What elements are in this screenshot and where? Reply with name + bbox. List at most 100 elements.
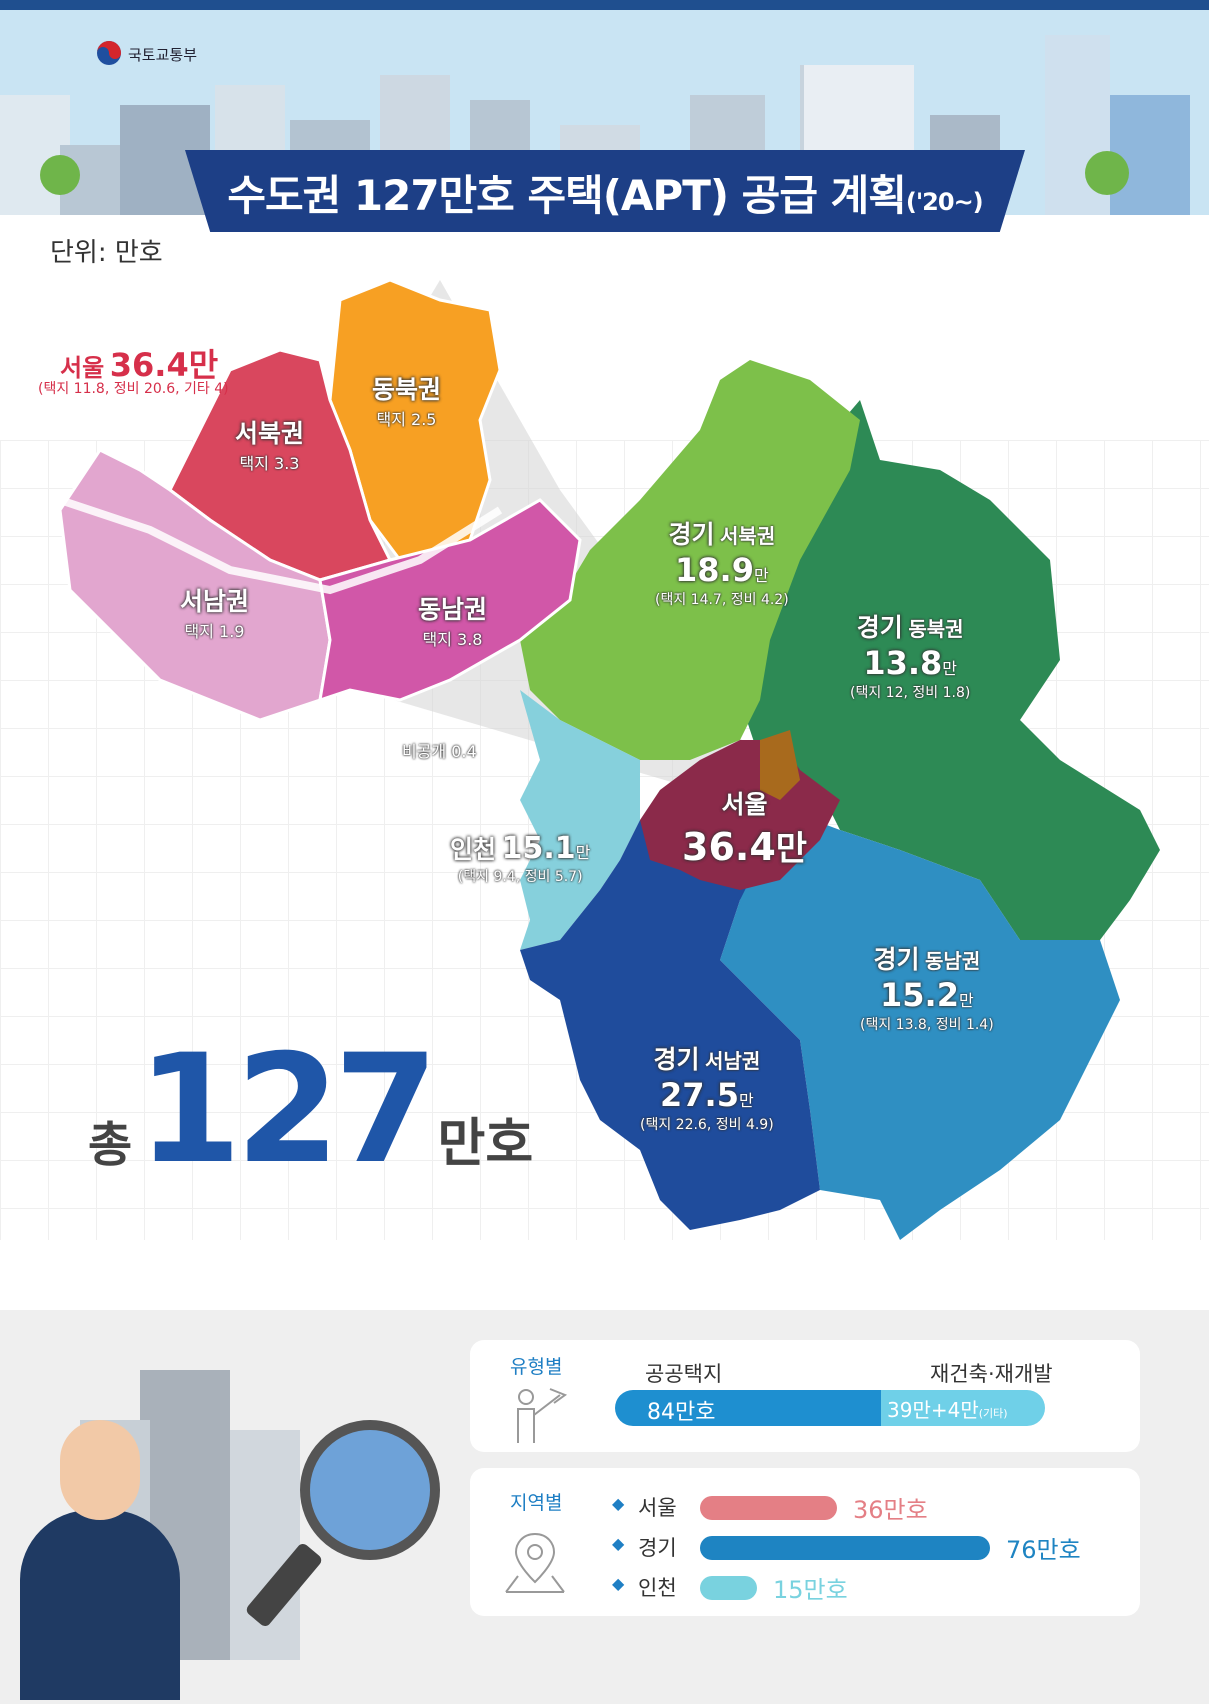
region-row-name: 서울 [638, 1496, 677, 1520]
region-gyeonggi-northwest [520, 360, 860, 760]
label-gyeonggi-southwest: 경기 서남권 27.5만 (택지 22.6, 정비 4.9) [640, 1040, 774, 1134]
bottom-summary-section: 유형별 공공택지 재건축·재개발 84만호 39만+4만(기타) 지역별 ◆ 서울… [0, 1310, 1209, 1704]
redev-label: 재건축·재개발 [930, 1362, 1053, 1386]
region-row-value: 15만호 [773, 1576, 848, 1604]
region-row: ◆ 인천 15만호 [470, 1570, 1140, 1604]
inset-label-northwest: 서북권 택지 3.3 [235, 414, 304, 474]
region-gyeonggi-southeast [720, 800, 1120, 1240]
region-value: 13.8 [863, 644, 943, 682]
page-title: 수도권 127만호 주택(APT) 공급 계획('20~) [185, 162, 1025, 223]
capital-region-map [58, 278, 1160, 1240]
title-main: 수도권 127만호 주택(APT) 공급 계획 [227, 171, 907, 220]
region-seoul-northeast-inner [760, 730, 800, 800]
district-detail: 택지 1.9 [184, 622, 245, 641]
public-value: 84만호 [647, 1400, 716, 1425]
region-name: 동북권 [908, 617, 964, 641]
pin-icon: ◆ [612, 1574, 625, 1593]
region-unit: 만 [753, 566, 769, 585]
total-prefix: 총 [88, 1117, 133, 1173]
region-unit: 만 [942, 659, 957, 678]
region-gyeonggi-southwest [520, 820, 820, 1230]
title-banner [185, 150, 1025, 232]
label-seoul: 서울 36.4만 [682, 785, 807, 870]
region-value: 36.4 [682, 825, 776, 869]
district-detail: 택지 2.5 [376, 410, 437, 429]
total-summary: 총 127 만호 [88, 1035, 533, 1185]
by-region-panel: 지역별 ◆ 서울 36만호 ◆ 경기 76만호 ◆ 인천 15만호 [470, 1468, 1140, 1616]
ministry-logo-icon [97, 41, 121, 65]
district-name: 서남권 [180, 587, 250, 616]
region-prefix: 경기 [653, 1045, 700, 1074]
region-bar [700, 1576, 757, 1600]
inset-district-southeast [318, 498, 582, 703]
header-top-strip [0, 0, 1209, 10]
region-unit: 만 [958, 991, 974, 1010]
district-detail: 택지 3.8 [422, 630, 483, 649]
tree-illustration [40, 155, 80, 195]
region-incheon [520, 690, 640, 950]
region-value: 15.2 [880, 976, 959, 1014]
region-prefix: 경기 [668, 520, 715, 549]
total-value: 127 [137, 1023, 438, 1197]
by-type-panel: 유형별 공공택지 재건축·재개발 84만호 39만+4만(기타) [470, 1340, 1140, 1452]
tree-illustration [1085, 151, 1129, 195]
region-row-value: 76만호 [1006, 1536, 1081, 1564]
region-name: 서북권 [720, 524, 776, 548]
public-bar: 84만호 [615, 1390, 899, 1426]
seoul-inset-title: 서울 36.4만 [60, 340, 218, 386]
seoul-inset-value: 36.4만 [109, 346, 219, 384]
magnifier-icon [300, 1420, 440, 1560]
region-value: 27.5 [660, 1076, 739, 1114]
location-pin-icon [505, 1532, 565, 1593]
region-bar [700, 1536, 990, 1560]
region-detail: (택지 12, 정비 1.8) [850, 685, 971, 701]
district-name: 동북권 [372, 375, 442, 404]
district-detail: 택지 3.3 [239, 454, 300, 473]
region-prefix: 서울 [721, 790, 768, 819]
inset-label-southeast: 동남권 택지 3.8 [418, 590, 487, 650]
region-row-value: 36만호 [853, 1496, 928, 1524]
region-detail: (택지 22.6, 정비 4.9) [640, 1117, 774, 1133]
seoul-inset-prefix: 서울 [60, 354, 105, 382]
inset-label-northeast: 동북권 택지 2.5 [372, 370, 441, 430]
by-type-label: 유형별 [510, 1356, 563, 1378]
region-name: 동남권 [925, 949, 981, 973]
region-bar [700, 1496, 837, 1520]
inset-label-southwest: 서남권 택지 1.9 [180, 582, 249, 642]
label-gyeonggi-southeast: 경기 동남권 15.2만 (택지 13.8, 정비 1.4) [860, 940, 994, 1034]
region-gyeonggi-northeast [740, 400, 1160, 940]
redev-bar: 39만+4만(기타) [881, 1390, 1045, 1426]
region-row: ◆ 서울 36만호 [470, 1490, 1140, 1524]
region-unit: 만 [738, 1091, 754, 1110]
public-label: 공공택지 [645, 1362, 723, 1386]
building-illustration [1110, 95, 1190, 215]
region-unit: 만 [775, 829, 808, 869]
total-suffix: 만호 [437, 1114, 534, 1174]
region-detail: (택지 9.4, 정비 5.7) [457, 869, 583, 885]
person-flag-icon [517, 1388, 568, 1443]
region-detail: (택지 14.7, 정비 4.2) [655, 592, 789, 608]
label-gyeonggi-northeast: 경기 동북권 13.8만 (택지 12, 정비 1.8) [850, 608, 970, 702]
label-incheon: 인천 15.1만 (택지 9.4, 정비 5.7) [450, 830, 590, 886]
region-row-name: 인천 [638, 1576, 677, 1600]
region-value: 15.1 [501, 831, 576, 866]
redev-note: (기타) [978, 1407, 1008, 1420]
region-prefix: 인천 [450, 835, 497, 864]
person-illustration [20, 1510, 180, 1700]
pin-icon: ◆ [612, 1494, 625, 1513]
region-unit: 만 [575, 843, 591, 862]
district-name: 서북권 [235, 419, 305, 448]
region-prefix: 경기 [856, 613, 903, 642]
undisclosed-label: 비공개 0.4 [402, 742, 477, 761]
han-river [58, 496, 503, 595]
label-gyeonggi-northwest: 경기 서북권 18.9만 (택지 14.7, 정비 4.2) [655, 515, 789, 609]
seoul-inset-detail: (택지 11.8, 정비 20.6, 기타 4) [38, 381, 229, 397]
by-region-label: 지역별 [510, 1492, 563, 1514]
inset-undisclosed: 비공개 0.4 [402, 738, 477, 762]
district-name: 동남권 [418, 595, 488, 624]
region-prefix: 경기 [873, 945, 920, 974]
ministry-name: 국토교통부 [128, 46, 198, 64]
region-row-name: 경기 [638, 1536, 677, 1560]
unit-label: 단위: 만호 [50, 238, 163, 268]
title-suffix: ('20~) [905, 188, 984, 216]
